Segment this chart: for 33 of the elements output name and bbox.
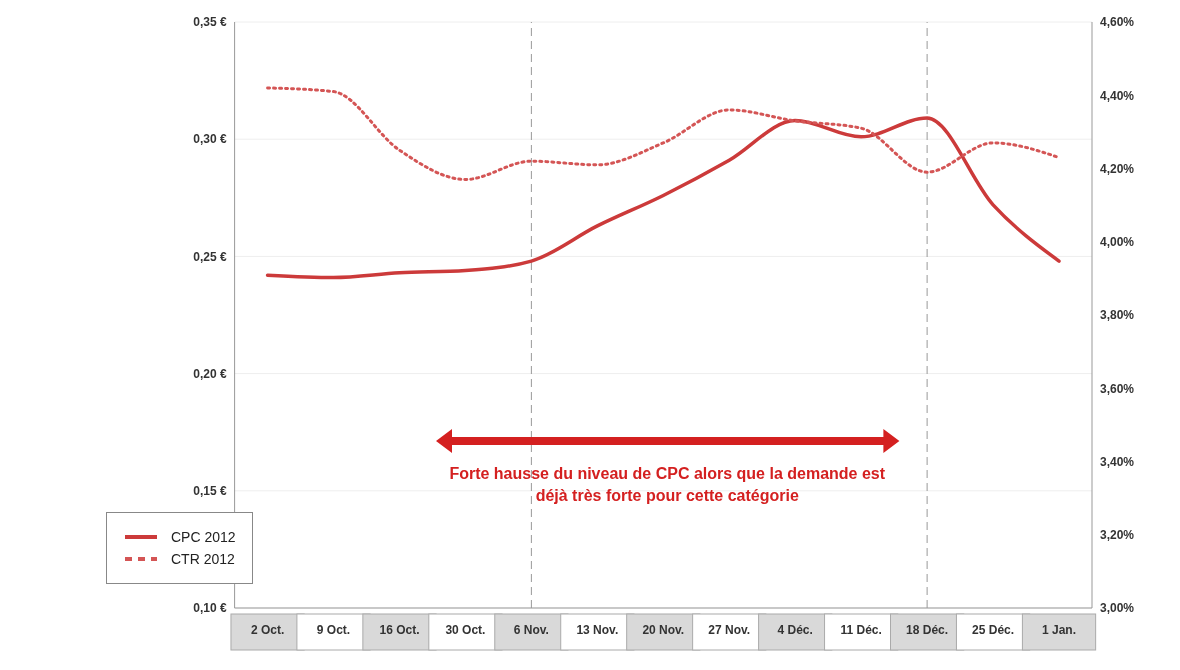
x-tick-label: 27 Nov. (708, 623, 751, 637)
x-tick-label: 20 Nov. (642, 623, 685, 637)
y2-tick-label: 4,20% (1100, 161, 1135, 176)
legend-label: CPC 2012 (171, 529, 236, 545)
y2-tick-label: 4,00% (1100, 235, 1135, 250)
y-tick-label: 0,10 € (193, 601, 227, 616)
y-tick-label: 0,20 € (193, 366, 227, 381)
y-tick-label: 0,35 € (193, 15, 227, 30)
y2-tick-label: 3,20% (1100, 528, 1135, 543)
line-series (265, 116, 1061, 280)
x-tick-label: 9 Oct. (316, 623, 351, 637)
x-tick-label: 2 Oct. (250, 623, 285, 637)
y2-tick-label: 3,40% (1100, 454, 1135, 469)
x-tick-label: 11 Déc. (840, 623, 882, 637)
x-tick-label: 16 Oct. (379, 623, 420, 637)
line-series (266, 86, 1061, 181)
x-tick-label: 25 Déc. (972, 623, 1015, 637)
y2-tick-label: 3,80% (1100, 308, 1135, 323)
y2-tick-label: 3,00% (1100, 601, 1135, 616)
x-tick-label: 13 Nov. (576, 623, 619, 637)
y-tick-label: 0,30 € (193, 132, 227, 147)
y-tick-label: 0,15 € (193, 484, 227, 499)
y2-tick-label: 4,40% (1100, 88, 1135, 103)
y-tick-label: 0,25 € (193, 249, 227, 264)
y2-tick-label: 4,60% (1100, 15, 1135, 30)
y2-tick-label: 3,60% (1100, 381, 1135, 396)
x-tick-label: 1 Jan. (1042, 623, 1077, 637)
x-tick-label: 4 Déc. (777, 623, 813, 637)
x-tick-label: 6 Nov. (513, 623, 549, 637)
annotation: Forte hausse du niveau de CPC alors que la demande est déjà très forte pour cette catégorie (448, 464, 887, 506)
x-tick-label: 18 Déc. (906, 623, 949, 637)
x-tick-label: 30 Oct. (445, 623, 486, 637)
legend-label: CTR 2012 (171, 551, 235, 567)
